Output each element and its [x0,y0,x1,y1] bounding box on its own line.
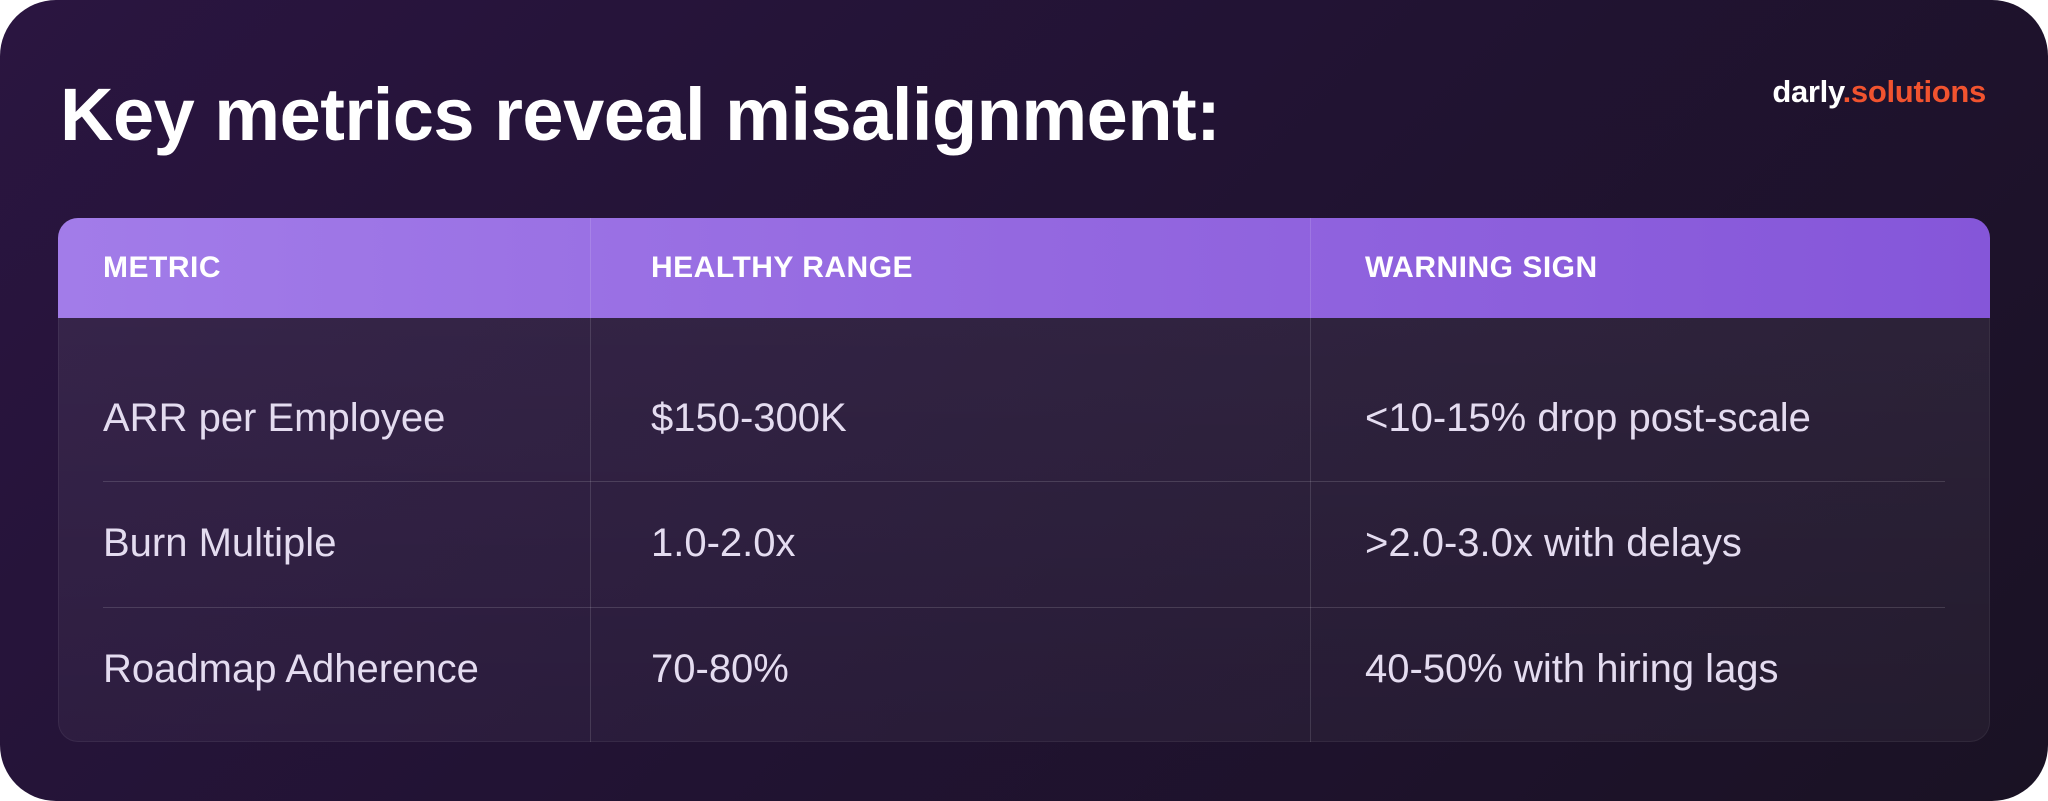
cell-warning-sign: >2.0-3.0x with delays [1365,521,1742,565]
cell-healthy-range: 70-80% [651,647,789,691]
column-divider [1310,218,1311,742]
page-title: Key metrics reveal misalignment: [60,73,1221,156]
column-divider [590,218,591,742]
table-row: Burn Multiple 1.0-2.0x >2.0-3.0x with de… [58,481,1990,605]
header-metric: METRIC [103,251,221,284]
metrics-table: METRIC HEALTHY RANGE WARNING SIGN ARR pe… [58,218,1990,742]
table-header: METRIC HEALTHY RANGE WARNING SIGN [58,218,1990,318]
header-healthy-range: HEALTHY RANGE [651,251,914,284]
logo-text-accent: .solutions [1842,74,1987,109]
header-warning-sign: WARNING SIGN [1365,251,1598,284]
cell-metric: Roadmap Adherence [103,647,479,691]
cell-warning-sign: <10-15% drop post-scale [1365,396,1811,440]
row-divider [103,481,1945,482]
table-row: ARR per Employee $150-300K <10-15% drop … [58,356,1990,480]
logo-text-primary: darly [1772,74,1843,109]
cell-metric: Burn Multiple [103,521,337,565]
brand-logo: darly.solutions [1772,74,1986,110]
cell-metric: ARR per Employee [103,396,446,440]
cell-healthy-range: 1.0-2.0x [651,521,796,565]
cell-warning-sign: 40-50% with hiring lags [1365,647,1779,691]
row-divider [103,607,1945,608]
table-row: Roadmap Adherence 70-80% 40-50% with hir… [58,607,1990,731]
cell-healthy-range: $150-300K [651,396,847,440]
